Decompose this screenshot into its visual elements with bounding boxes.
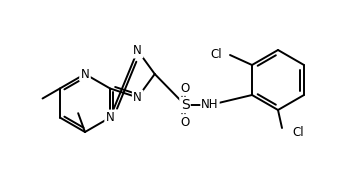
Text: O: O xyxy=(181,81,190,94)
Text: N: N xyxy=(106,111,115,124)
Text: S: S xyxy=(181,98,189,112)
Text: N: N xyxy=(133,91,142,104)
Text: N: N xyxy=(133,44,142,57)
Text: Cl: Cl xyxy=(292,126,304,138)
Text: Cl: Cl xyxy=(210,49,222,61)
Text: O: O xyxy=(181,116,190,128)
Text: N: N xyxy=(81,68,89,80)
Text: NH: NH xyxy=(201,98,219,112)
